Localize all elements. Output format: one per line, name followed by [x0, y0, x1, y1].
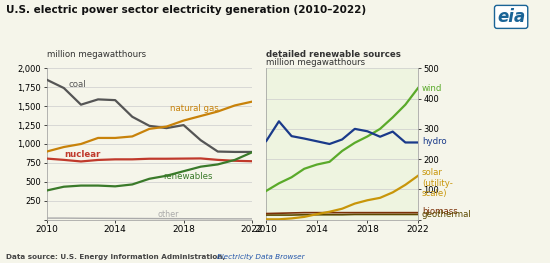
Text: eia: eia: [497, 8, 525, 26]
Text: million megawatthours: million megawatthours: [47, 50, 146, 59]
Text: natural gas: natural gas: [170, 104, 219, 113]
Text: hydro: hydro: [422, 137, 447, 146]
Text: U.S. electric power sector electricity generation (2010–2022): U.S. electric power sector electricity g…: [6, 5, 366, 15]
Text: biomass: biomass: [422, 207, 458, 216]
Text: geothermal: geothermal: [422, 210, 472, 219]
Text: Electricity Data Browser: Electricity Data Browser: [217, 254, 305, 260]
Text: detailed renewable sources: detailed renewable sources: [266, 50, 401, 59]
Text: million megawatthours: million megawatthours: [266, 58, 365, 67]
Text: nuclear: nuclear: [64, 150, 100, 159]
Text: Data source: U.S. Energy Information Administration,: Data source: U.S. Energy Information Adm…: [6, 254, 227, 260]
Text: coal: coal: [69, 80, 86, 89]
Text: wind: wind: [422, 84, 442, 93]
Text: solar
(utility-
scale): solar (utility- scale): [422, 168, 453, 198]
Text: other: other: [158, 210, 179, 219]
Text: renewables: renewables: [163, 172, 212, 181]
